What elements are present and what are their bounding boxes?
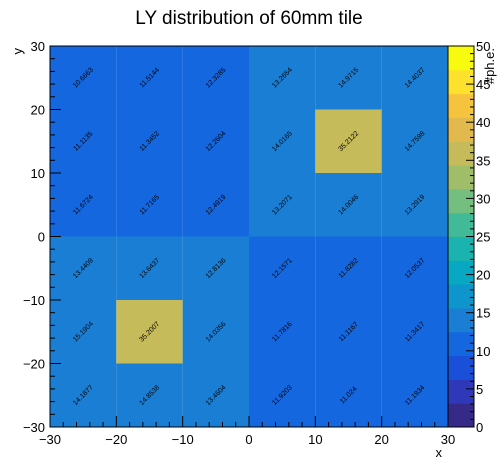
- heatmap-cell: [116, 46, 183, 110]
- heatmap-cell: [381, 46, 448, 110]
- x-tick-label: −10: [172, 432, 194, 447]
- heatmap-cell: [116, 300, 183, 364]
- heatmap-cell: [50, 300, 117, 364]
- z-tick-label: 15: [476, 306, 490, 321]
- heatmap-cell: [50, 173, 117, 237]
- heatmap-cell: [116, 173, 183, 237]
- heatmap-cell: [249, 363, 316, 427]
- x-tick-label: −20: [105, 432, 127, 447]
- color-scale-bar: [447, 45, 475, 428]
- x-tick-label: 20: [374, 432, 388, 447]
- color-scale-band: [448, 379, 474, 404]
- x-axis: −30 −20 −10 0 10 20 30: [39, 416, 455, 447]
- color-scale-band: [448, 260, 474, 285]
- color-scale-band: [448, 141, 474, 166]
- color-scale-band: [448, 69, 474, 95]
- heatmap-cell: [249, 300, 316, 364]
- heatmap-cell: [50, 109, 117, 173]
- heatmap-cells: [50, 46, 448, 427]
- heatmap-cell: [381, 363, 448, 427]
- z-tick-label: 35: [476, 153, 490, 168]
- y-tick-label: 0: [38, 230, 45, 245]
- heatmap-cell: [315, 46, 382, 110]
- y-tick-label: 20: [31, 103, 45, 118]
- y-tick-label: 30: [31, 39, 45, 54]
- z-tick-label: 5: [476, 382, 483, 397]
- z-tick-label: 50: [476, 39, 490, 54]
- color-scale-axis: 0 5 10 15 20 25 30 35 40 45 50: [466, 39, 490, 435]
- y-tick-label: 10: [31, 166, 45, 181]
- color-scale-band: [448, 93, 474, 118]
- color-scale-band: [448, 307, 474, 333]
- z-tick-label: 40: [476, 115, 490, 130]
- heatmap-cell: [315, 173, 382, 237]
- heatmap-cell: [249, 109, 316, 173]
- z-tick-label: 25: [476, 230, 490, 245]
- heatmap-cell: [116, 236, 183, 300]
- color-scale-label: #ph.e.: [482, 48, 497, 84]
- z-tick-label: 0: [476, 420, 483, 435]
- heatmap-cell: [50, 46, 117, 110]
- color-scale-band: [448, 117, 474, 142]
- z-tick-label: 45: [476, 77, 490, 92]
- heatmap-cell: [182, 173, 249, 237]
- z-tick-label: 20: [476, 268, 490, 283]
- heatmap-cell: [249, 46, 316, 110]
- z-tick-label: 30: [476, 191, 490, 206]
- heatmap-cell: [182, 300, 249, 364]
- heatmap-cell: [182, 363, 249, 427]
- color-scale-band: [448, 165, 474, 190]
- heatmap-cell: [381, 173, 448, 237]
- z-tick-label: 10: [476, 344, 490, 359]
- heatmap-cell: [182, 109, 249, 173]
- heatmap-cell: [381, 109, 448, 173]
- x-tick-label: 30: [441, 432, 455, 447]
- color-scale-band: [448, 46, 474, 71]
- x-tick-label: 10: [308, 432, 322, 447]
- chart-title: LY distribution of 60mm tile: [135, 8, 362, 29]
- heatmap-cell: [182, 46, 249, 110]
- heatmap-cell: [315, 363, 382, 427]
- y-tick-label: −20: [23, 357, 45, 372]
- heatmap-cell: [50, 236, 117, 300]
- y-tick-label: −30: [23, 420, 45, 435]
- heatmap-cell: [249, 236, 316, 300]
- color-scale-band: [448, 331, 474, 357]
- color-scale-band: [448, 355, 474, 380]
- color-scale-band: [448, 212, 474, 237]
- y-axis-label: y: [10, 48, 25, 55]
- x-tick-label: 0: [245, 432, 252, 447]
- color-scale-band: [448, 284, 474, 309]
- color-scale-band: [448, 188, 474, 214]
- x-axis-label: x: [436, 445, 443, 460]
- x-tick-label: −30: [39, 432, 61, 447]
- y-tick-label: −10: [23, 293, 45, 308]
- heatmap-cell: [182, 236, 249, 300]
- y-axis: −30 −20 −10 0 10 20 30: [23, 39, 61, 435]
- color-scale-band: [448, 403, 474, 428]
- heatmap-cell: [116, 363, 183, 427]
- heatmap-cell: [315, 109, 382, 173]
- heatmap-cell: [249, 173, 316, 237]
- heatmap-cell: [315, 300, 382, 364]
- heatmap-cell: [315, 236, 382, 300]
- heatmap-cell: [116, 109, 183, 173]
- heatmap-cell: [381, 236, 448, 300]
- heatmap-cell: [381, 300, 448, 364]
- heatmap-cell: [50, 363, 117, 427]
- color-scale-band: [448, 236, 474, 261]
